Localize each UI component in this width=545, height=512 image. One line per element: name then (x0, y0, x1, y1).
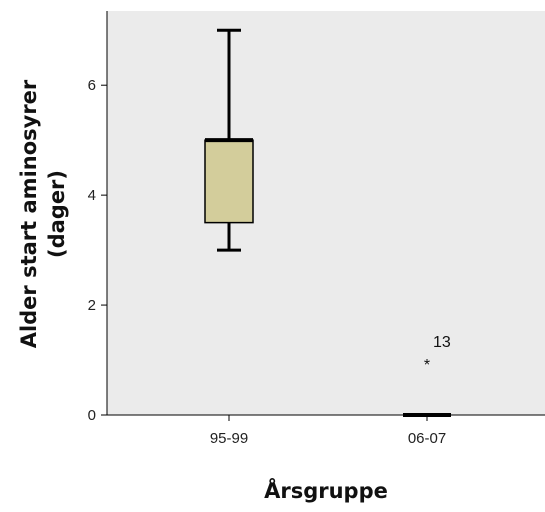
y-axis-title-line-2: (dager) (45, 170, 69, 258)
y-tick-label: 4 (88, 187, 96, 204)
y-axis-title-line-1: Alder start aminosyrer (17, 79, 41, 348)
x-axis-title: Årsgruppe (264, 478, 388, 503)
outlier-label: 13 (433, 334, 451, 351)
y-tick-label: 6 (88, 77, 96, 94)
y-tick-label: 0 (88, 407, 96, 424)
iqr-box (204, 139, 254, 224)
outlier-layer: *13 (424, 334, 451, 374)
box-95-99 (204, 28, 254, 252)
outlier-marker: * (424, 357, 430, 374)
x-tick-label: 06-07 (408, 430, 446, 447)
y-axis-ticks: 0 2 4 6 (88, 77, 107, 424)
y-tick-label: 2 (88, 297, 96, 314)
plot-area (107, 11, 545, 415)
y-axis-title: Alder start aminosyrer (dager) (17, 79, 69, 348)
x-tick-label: 95-99 (210, 430, 248, 447)
x-axis-ticks: 95-99 06-07 (210, 415, 446, 447)
